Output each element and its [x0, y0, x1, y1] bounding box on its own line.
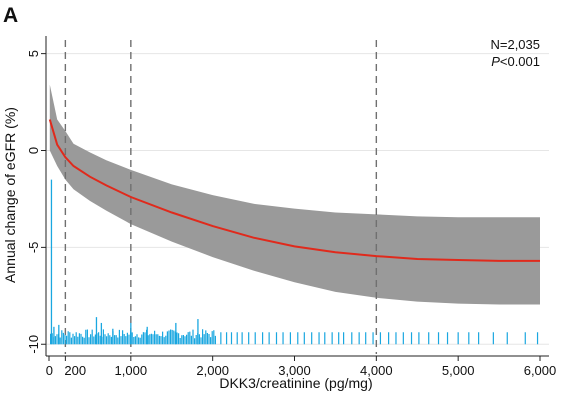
y-tick-label-1: 0	[26, 147, 41, 154]
sample-size-label: N=2,035	[490, 37, 540, 52]
p-symbol: P	[491, 54, 500, 69]
p-value-text: <0.001	[500, 54, 540, 69]
y-tick-label-3: -10	[26, 335, 41, 354]
y-tick-label-0: 5	[26, 50, 41, 57]
x-tick-label-0: 0	[46, 363, 53, 378]
confidence-band	[49, 84, 541, 305]
x-axis-title: DKK3/creatinine (pg/mg)	[219, 375, 372, 391]
x-tick-label-1: 200	[64, 363, 86, 378]
rug-dense-ticks	[50, 329, 216, 345]
axes: 5 0 -5 -10 0 200 1,000 2,000 3,000 4,000 5,000 6,00…	[26, 36, 556, 378]
x-tick-label-3: 2,000	[196, 363, 229, 378]
fitted-line	[48, 119, 540, 262]
p-value-label: P<0.001	[491, 54, 540, 69]
y-axis-title: Annual change of eGFR (%)	[2, 107, 18, 283]
x-tick-label-5: 4,000	[360, 363, 393, 378]
x-tick-label-6: 5,000	[442, 363, 475, 378]
panel-label: A	[3, 4, 18, 27]
y-tick-label-2: -5	[26, 242, 41, 254]
rug-plot	[50, 179, 539, 345]
fitted-line-path	[48, 119, 540, 262]
confidence-band-area	[49, 84, 541, 305]
x-tick-label-7: 6,000	[524, 363, 557, 378]
x-tick-label-4: 3,000	[278, 363, 311, 378]
x-tick-label-2: 1,000	[115, 363, 148, 378]
